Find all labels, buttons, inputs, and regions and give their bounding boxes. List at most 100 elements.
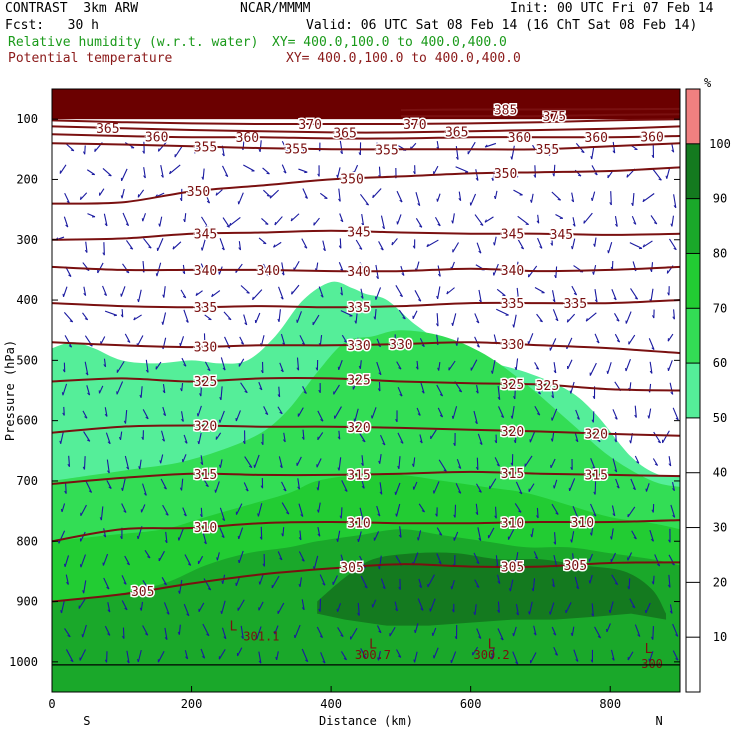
wind-vector-head (552, 173, 555, 177)
wind-vector (493, 236, 497, 246)
wind-vector (353, 337, 359, 349)
wind-vector (511, 145, 515, 160)
wind-vector (627, 651, 634, 661)
theta-label: 320 (347, 421, 370, 436)
wind-vector-head (199, 393, 202, 397)
wind-vector (492, 169, 495, 181)
wind-vector (259, 140, 262, 152)
wind-vector-head (672, 514, 676, 518)
wind-vector (476, 242, 482, 254)
theta-contour-360 (52, 133, 680, 140)
wind-vector (104, 310, 117, 316)
wind-vector-head (155, 273, 158, 277)
wind-vector (339, 238, 342, 249)
wind-vector-head (273, 244, 276, 248)
wind-vector-head (553, 541, 556, 545)
wind-vector-head (592, 395, 595, 399)
wind-vector-head (62, 369, 66, 373)
wind-vector (415, 192, 421, 206)
theta-label: 340 (257, 264, 280, 279)
wind-vector-head (179, 342, 181, 347)
wind-vector-head (207, 587, 211, 591)
y-tick-label: 600 (16, 414, 38, 428)
wind-vector-head (592, 466, 596, 470)
theta-label: 325 (347, 374, 370, 389)
wind-vector (174, 145, 184, 158)
wind-vector-head (377, 657, 379, 661)
wind-vector-head (380, 247, 384, 251)
wind-vector (358, 432, 366, 443)
wind-vector-head (318, 608, 321, 612)
wind-vector (237, 599, 245, 611)
wind-vector-head (484, 219, 487, 223)
x-end-label-left: S (83, 714, 90, 728)
wind-vector-head (258, 581, 261, 585)
wind-vector-head (412, 245, 416, 249)
theta-contour-325 (52, 377, 680, 392)
wind-vector-head (265, 223, 269, 225)
wind-vector-head (553, 370, 557, 374)
wind-vector-head (82, 466, 85, 470)
wind-vector-head (494, 515, 497, 519)
wind-vector (317, 526, 321, 537)
wind-vector-head (221, 535, 225, 539)
wind-vector (197, 555, 204, 565)
wind-vector (374, 309, 377, 320)
wind-vector (645, 483, 650, 492)
wind-vector-head (205, 484, 209, 488)
wind-vector (280, 333, 286, 346)
wind-vector (276, 651, 279, 660)
wind-vector (137, 189, 145, 198)
wind-vector (126, 650, 130, 664)
wind-vector (484, 216, 494, 223)
wind-vector-head (70, 149, 74, 152)
wind-vector (436, 384, 444, 397)
wind-vector-head (672, 316, 675, 320)
wind-vector-head (435, 513, 438, 517)
wind-vector (160, 454, 164, 464)
wind-vector (413, 481, 418, 490)
wind-vector-head (262, 563, 265, 567)
wind-vector (515, 358, 519, 371)
wind-vector (355, 239, 363, 250)
wind-vector-head (382, 226, 385, 230)
theta-label: 345 (194, 227, 217, 242)
theta-label: 350 (187, 185, 210, 200)
wind-vector-head (588, 580, 591, 584)
wind-vector-head (478, 537, 482, 541)
wind-vector (380, 215, 385, 229)
wind-vector (537, 237, 543, 249)
wind-vector (338, 457, 342, 471)
wind-vector-head (142, 150, 145, 154)
wind-vector-head (362, 655, 366, 659)
wind-vector (197, 405, 202, 417)
wind-vector (238, 192, 244, 205)
wind-vector (551, 408, 558, 421)
wind-vector (122, 627, 125, 639)
wind-vector (255, 312, 261, 324)
wind-vector (99, 188, 105, 196)
wind-vector (200, 385, 203, 397)
wind-vector (238, 550, 244, 564)
wind-vector-head (365, 203, 369, 206)
wind-vector-head (594, 172, 598, 176)
wind-vector-head (201, 176, 204, 180)
wind-vector (515, 552, 519, 563)
wind-vector (473, 552, 480, 564)
wind-vector (182, 507, 187, 517)
wind-vector (666, 167, 671, 179)
wind-vector (590, 527, 594, 536)
colorbar-tick-label: 20 (713, 575, 727, 589)
wind-vector (160, 478, 167, 490)
wind-vector-head (147, 556, 151, 559)
wind-vector (453, 531, 459, 541)
wind-vector (650, 215, 658, 225)
wind-vector-head (373, 316, 376, 320)
wind-vector (591, 165, 598, 176)
wind-vector-head (265, 412, 269, 416)
wind-vector (201, 216, 209, 228)
wind-vector-head (79, 196, 82, 200)
wind-vector (551, 290, 556, 303)
wind-vector-head (261, 441, 264, 446)
wind-vector-head (85, 372, 89, 376)
